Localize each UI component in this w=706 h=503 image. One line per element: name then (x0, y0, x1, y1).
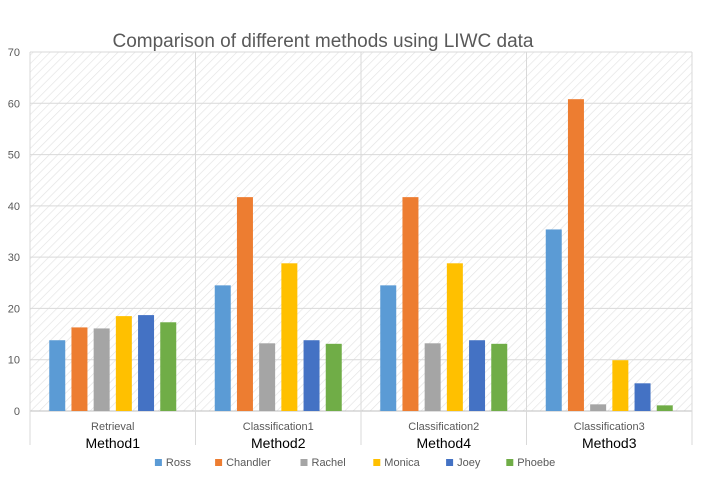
legend-label: Rachel (312, 457, 346, 469)
bar-rachel (259, 343, 276, 411)
legend-label: Ross (166, 457, 192, 469)
bar-ross (380, 285, 397, 411)
chart-title: Comparison of different methods using LI… (112, 31, 533, 52)
y-tick-label: 30 (8, 252, 20, 264)
bar-monica (612, 360, 629, 411)
y-tick-label: 50 (8, 150, 20, 162)
legend-label: Joey (457, 457, 481, 469)
legend-swatch (506, 459, 514, 466)
bar-rachel (424, 343, 441, 411)
bar-joey (303, 340, 320, 411)
legend-item: Chandler (215, 457, 271, 469)
bar-monica (281, 263, 298, 411)
x-sublabel: Classification2 (408, 421, 479, 433)
bar-chandler (236, 197, 253, 411)
legend-item: Joey (446, 457, 481, 469)
legend-swatch (300, 459, 308, 466)
legend-item: Phoebe (506, 457, 555, 469)
y-tick-label: 20 (8, 303, 20, 315)
bar-chandler (71, 327, 88, 411)
bar-ross (545, 229, 562, 411)
bar-rachel (590, 404, 607, 411)
bar-ross (214, 285, 231, 411)
bar-phoebe (491, 343, 508, 411)
bar-chandler (567, 99, 584, 411)
plot-area: 0 10 20 30 40 50 60 70 Retrieval Method1 Classific… (8, 47, 693, 469)
x-sublabel: Retrieval (91, 421, 134, 433)
legend-item: Rachel (300, 457, 346, 469)
bar-phoebe (656, 405, 673, 411)
legend-item: Ross (154, 457, 192, 469)
bar-rachel (93, 328, 110, 411)
y-tick-label: 40 (8, 201, 20, 213)
legend-label: Chandler (226, 457, 271, 469)
bar-monica (115, 316, 132, 411)
bar-joey (138, 315, 155, 411)
bar-joey (469, 340, 486, 411)
y-tick-label: 10 (8, 355, 20, 367)
legend-swatch (446, 459, 454, 466)
x-group-label: Method3 (582, 435, 637, 451)
y-tick-label: 60 (8, 98, 20, 110)
bar-joey (634, 383, 651, 411)
bar-ross (49, 340, 66, 411)
legend-item: Monica (373, 457, 421, 469)
y-tick-label: 70 (8, 47, 20, 59)
x-group-label: Method2 (251, 435, 306, 451)
legend-swatch (373, 459, 381, 466)
legend-swatch (154, 459, 162, 466)
bar-chandler (402, 197, 419, 411)
x-group-label: Method1 (86, 435, 141, 451)
legend-swatch (215, 459, 223, 466)
bar-monica (446, 263, 463, 411)
x-sublabel: Classification1 (243, 421, 314, 433)
x-sublabel: Classification3 (574, 421, 645, 433)
x-group-label: Method4 (417, 435, 472, 451)
legend-label: Monica (384, 457, 420, 469)
legend-label: Phoebe (517, 457, 555, 469)
y-tick-label: 0 (14, 406, 20, 418)
bar-phoebe (325, 343, 342, 411)
bar-phoebe (160, 322, 177, 411)
